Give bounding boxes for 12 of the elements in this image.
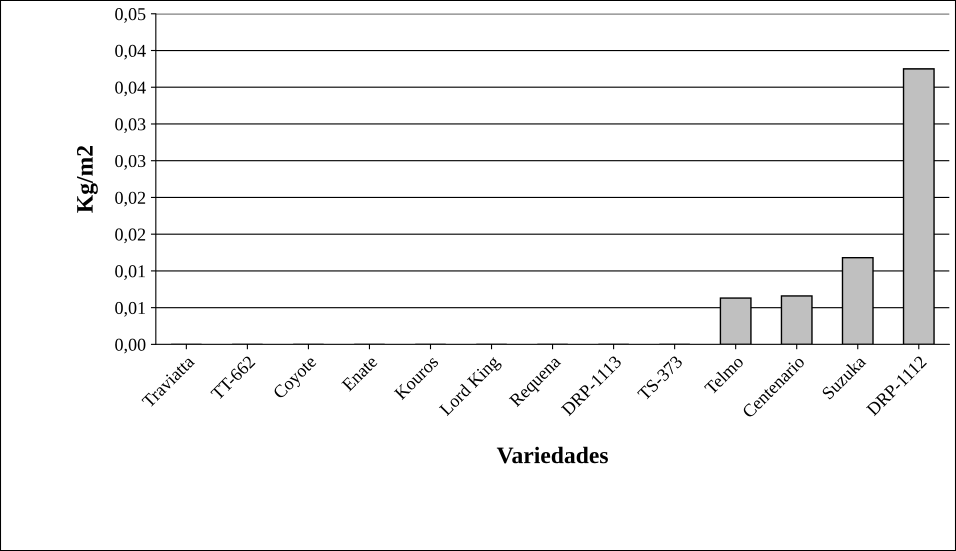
y-tick-label: 0,01	[115, 265, 146, 280]
y-tick-label: 0,05	[115, 8, 146, 23]
y-tick-label: 0,01	[115, 302, 146, 317]
y-axis-title: Kg/m2	[76, 146, 98, 213]
y-tick-label: 0,00	[115, 338, 146, 354]
y-tick-label: 0,04	[115, 44, 146, 60]
y-tick-label: 0,04	[115, 82, 146, 96]
y-tick-label: 0,03	[115, 118, 146, 134]
x-axis-title: Variedades	[496, 446, 608, 464]
y-tick-label: 0,02	[115, 192, 146, 206]
y-tick-label: 0,03	[115, 154, 146, 170]
y-tick-label: 0,02	[115, 228, 146, 244]
